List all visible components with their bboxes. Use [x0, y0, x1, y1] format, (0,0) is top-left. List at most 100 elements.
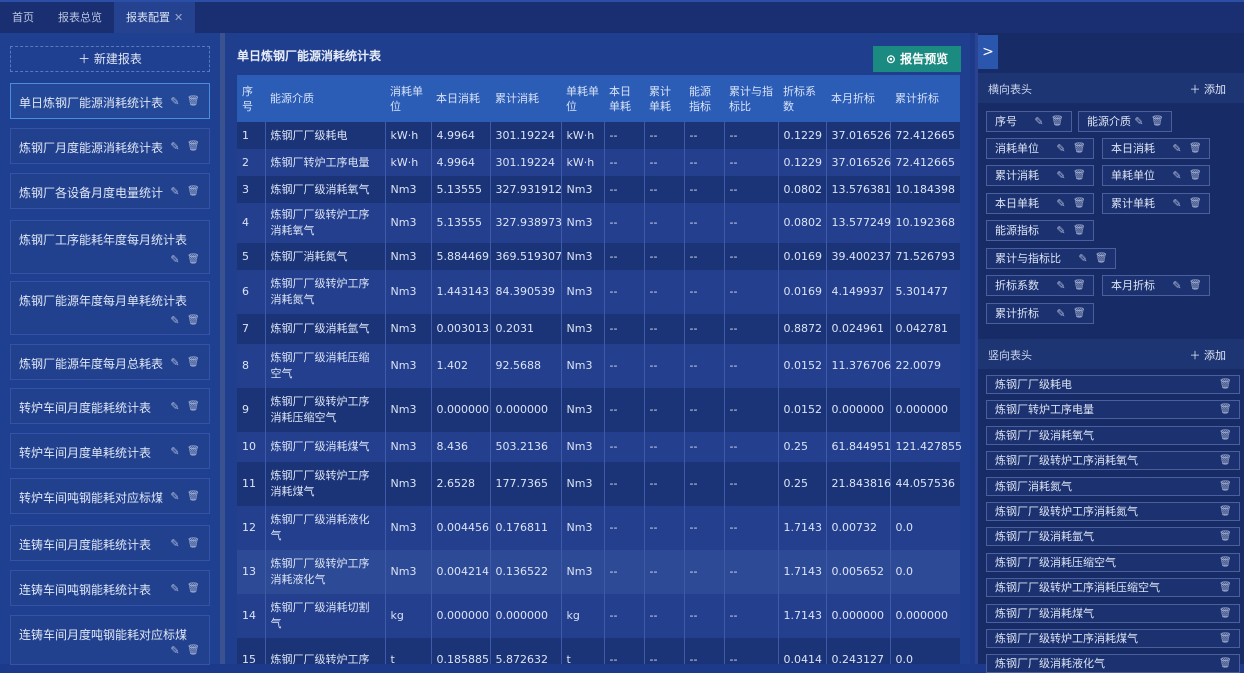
pencil-icon[interactable]: ✎	[170, 140, 180, 153]
trash-icon[interactable]: 🗑	[1219, 556, 1232, 568]
table-row[interactable]: 12 炼钢厂厂级消耗液化气 Nm3 0.004456 0.176811 Nm3 -- -- --…	[237, 506, 960, 550]
report-list-item[interactable]: 连铸车间吨钢能耗统计表 ✎ 🗑	[10, 570, 210, 606]
trash-icon[interactable]: 🗑	[187, 538, 200, 549]
report-preview-button[interactable]: ⊙ 报告预览	[873, 46, 961, 72]
vertical-header-item[interactable]: 炼钢厂厂级转炉工序消耗压缩空气 🗑	[986, 578, 1240, 598]
trash-icon[interactable]: 🗑	[1219, 582, 1232, 594]
table-row[interactable]: 4 炼钢厂厂级转炉工序消耗氧气 Nm3 5.13555 327.938973 Nm3 -- -…	[237, 203, 960, 243]
vertical-header-item[interactable]: 炼钢厂厂级转炉工序消耗煤气 🗑	[986, 629, 1240, 648]
trash-icon[interactable]: 🗑	[1073, 308, 1086, 319]
trash-icon[interactable]: 🗑	[1189, 198, 1202, 209]
header-chip[interactable]: 序号 ✎ 🗑	[986, 111, 1072, 132]
trash-icon[interactable]: 🗑	[187, 491, 200, 502]
header-chip[interactable]: 累计消耗 ✎ 🗑	[986, 165, 1094, 186]
header-chip[interactable]: 本日消耗 ✎ 🗑	[1102, 138, 1210, 159]
tab-2[interactable]: 报表配置 ✕	[114, 2, 196, 33]
report-list-item[interactable]: 转炉车间月度单耗统计表 ✎ 🗑	[10, 433, 210, 469]
report-list-item[interactable]: 转炉车间月度能耗统计表 ✎ 🗑	[10, 388, 210, 424]
vertical-header-item[interactable]: 炼钢厂转炉工序电量 🗑	[986, 400, 1240, 420]
trash-icon[interactable]: 🗑	[1219, 429, 1232, 441]
pencil-icon[interactable]: ✎	[170, 644, 180, 657]
pencil-icon[interactable]: ✎	[170, 185, 180, 198]
trash-icon[interactable]: 🗑	[1189, 280, 1202, 291]
pencil-icon[interactable]: ✎	[170, 537, 180, 550]
pencil-icon[interactable]: ✎	[170, 314, 180, 327]
report-list-item[interactable]: 炼钢厂月度能源消耗统计表 ✎ 🗑	[10, 128, 210, 164]
trash-icon[interactable]: 🗑	[1095, 253, 1108, 264]
trash-icon[interactable]: 🗑	[1073, 170, 1086, 181]
column-header[interactable]: 本日单耗	[604, 75, 644, 122]
column-header[interactable]: 折标系数	[778, 75, 826, 122]
header-chip[interactable]: 消耗单位 ✎ 🗑	[986, 138, 1094, 159]
table-row[interactable]: 9 炼钢厂厂级转炉工序消耗压缩空气 Nm3 0.000000 0.000000 Nm3 --…	[237, 388, 960, 432]
pencil-icon[interactable]: ✎	[1056, 307, 1066, 320]
pencil-icon[interactable]: ✎	[170, 582, 180, 595]
trash-icon[interactable]: 🗑	[1073, 198, 1086, 209]
header-chip[interactable]: 累计单耗 ✎ 🗑	[1102, 193, 1210, 214]
trash-icon[interactable]: 🗑	[1073, 143, 1086, 154]
report-list-item[interactable]: 连铸车间月度能耗统计表 ✎ 🗑	[10, 525, 210, 561]
table-row[interactable]: 8 炼钢厂厂级消耗压缩空气 Nm3 1.402 92.5688 Nm3 -- -- -- -- 0.…	[237, 344, 960, 388]
table-row[interactable]: 5 炼钢厂消耗氮气 Nm3 5.884469 369.519307 Nm3 -- -- -- --…	[237, 243, 960, 270]
trash-icon[interactable]: 🗑	[1189, 170, 1202, 181]
table-row[interactable]: 11 炼钢厂厂级转炉工序消耗煤气 Nm3 2.6528 177.7365 Nm3 -- -- -…	[237, 462, 960, 506]
pencil-icon[interactable]: ✎	[170, 253, 180, 266]
pencil-icon[interactable]: ✎	[1056, 169, 1066, 182]
header-chip[interactable]: 能源介质 ✎ 🗑	[1078, 111, 1172, 132]
new-report-button[interactable]: ＋ 新建报表	[10, 46, 210, 72]
trash-icon[interactable]: 🗑	[1051, 116, 1064, 127]
tab-1[interactable]: 报表总览	[46, 2, 114, 33]
pencil-icon[interactable]: ✎	[1056, 279, 1066, 292]
pencil-icon[interactable]: ✎	[170, 356, 180, 369]
trash-icon[interactable]: 🗑	[1219, 455, 1232, 467]
trash-icon[interactable]: 🗑	[1219, 379, 1232, 390]
report-list-item[interactable]: 炼钢厂能源年度每月总耗表 ✎ 🗑	[10, 344, 210, 380]
add-vertical-header-button[interactable]: ＋ 添加	[1189, 349, 1227, 362]
header-chip[interactable]: 折标系数 ✎ 🗑	[986, 275, 1094, 296]
column-header[interactable]: 单耗单位	[561, 75, 604, 122]
pencil-icon[interactable]: ✎	[1172, 169, 1182, 182]
pencil-icon[interactable]: ✎	[1056, 224, 1066, 237]
vertical-header-item[interactable]: 炼钢厂厂级消耗氩气 🗑	[986, 527, 1240, 547]
report-list-item[interactable]: 转炉车间吨钢能耗对应标煤 ✎ 🗑	[10, 478, 210, 514]
column-header[interactable]: 能源介质	[265, 75, 385, 122]
header-chip[interactable]: 本日单耗 ✎ 🗑	[986, 193, 1094, 214]
trash-icon[interactable]: 🗑	[1151, 116, 1164, 127]
table-row[interactable]: 1 炼钢厂厂级耗电 kW·h 4.9964 301.19224 kW·h -- -- -- -- 0…	[237, 122, 960, 149]
trash-icon[interactable]: 🗑	[1219, 531, 1232, 543]
trash-icon[interactable]: 🗑	[1073, 280, 1086, 291]
add-horizontal-header-button[interactable]: ＋ 添加	[1189, 83, 1227, 96]
trash-icon[interactable]: 🗑	[187, 401, 200, 412]
panel-splitter[interactable]	[220, 33, 225, 664]
vertical-header-item[interactable]: 炼钢厂厂级消耗压缩空气 🗑	[986, 552, 1240, 572]
chevron-right-icon[interactable]: >	[978, 35, 998, 69]
column-header[interactable]: 累计消耗	[490, 75, 561, 122]
trash-icon[interactable]: 🗑	[187, 254, 200, 265]
pencil-icon[interactable]: ✎	[1134, 115, 1144, 128]
header-chip[interactable]: 本月折标 ✎ 🗑	[1102, 275, 1210, 296]
report-list-item[interactable]: 连铸车间月度吨钢能耗对应标煤 ✎ 🗑	[10, 615, 210, 665]
vertical-header-item[interactable]: 炼钢厂厂级转炉工序消耗氮气 🗑	[986, 502, 1240, 521]
vertical-header-item[interactable]: 炼钢厂厂级消耗煤气 🗑	[986, 603, 1240, 623]
vertical-header-item[interactable]: 炼钢厂厂级耗电 🗑	[986, 375, 1240, 394]
vertical-header-item[interactable]: 炼钢厂消耗氮气 🗑	[986, 476, 1240, 496]
trash-icon[interactable]: 🗑	[187, 96, 200, 107]
report-list-item[interactable]: 炼钢厂工序能耗年度每月统计表 ✎ 🗑	[10, 220, 210, 274]
trash-icon[interactable]: 🗑	[187, 315, 200, 326]
close-icon[interactable]: ✕	[174, 11, 184, 24]
header-chip[interactable]: 能源指标 ✎ 🗑	[986, 220, 1094, 241]
trash-icon[interactable]: 🗑	[187, 186, 200, 197]
pencil-icon[interactable]: ✎	[1034, 115, 1044, 128]
vertical-header-item[interactable]: 炼钢厂厂级转炉工序消耗氧气 🗑	[986, 451, 1240, 471]
header-chip[interactable]: 单耗单位 ✎ 🗑	[1102, 165, 1210, 186]
trash-icon[interactable]: 🗑	[1219, 633, 1232, 644]
pencil-icon[interactable]: ✎	[1172, 142, 1182, 155]
trash-icon[interactable]: 🗑	[187, 357, 200, 368]
trash-icon[interactable]: 🗑	[1189, 143, 1202, 154]
pencil-icon[interactable]: ✎	[1172, 279, 1182, 292]
column-header[interactable]: 累计单耗	[644, 75, 684, 122]
pencil-icon[interactable]: ✎	[1056, 197, 1066, 210]
pencil-icon[interactable]: ✎	[170, 445, 180, 458]
trash-icon[interactable]: 🗑	[187, 645, 200, 656]
column-header[interactable]: 能源指标	[684, 75, 724, 122]
